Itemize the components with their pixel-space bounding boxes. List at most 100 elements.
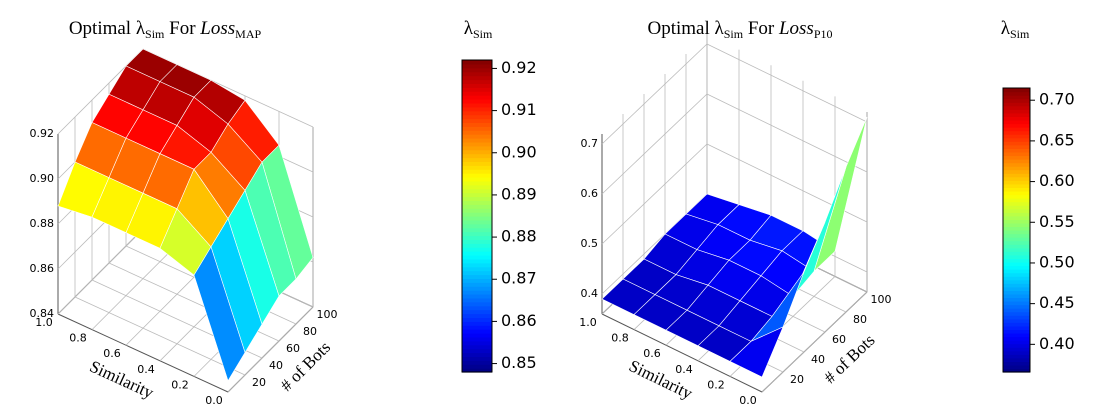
colorbar-tick-label: 0.91 [501,100,537,119]
grid-line [57,228,144,315]
x-tick-label: 0.4 [137,363,155,376]
colorbar-cell [462,161,492,166]
colorbar-cell [462,60,492,65]
colorbar-cell [462,196,492,201]
text-segment: λ [1001,18,1011,39]
colorbar-cell [1003,105,1030,110]
colorbar-cell [1003,141,1030,146]
colorbar-cell [462,169,492,174]
colorbar-cell [462,83,492,88]
colorbar-cell [462,118,492,123]
z-tick-label: 0.90 [30,172,55,185]
colorbar-cell [462,153,492,159]
grid-line [601,93,708,195]
colorbar-cell [1003,155,1030,160]
y-tick-label: 60 [832,333,846,346]
colorbar-cell [462,223,492,229]
colorbar-cell [462,344,492,350]
z-tick-label: 0.4 [581,287,599,300]
colorbar-cell [462,177,492,182]
grid-line [761,291,868,393]
colorbar-cell [462,165,492,170]
colorbar-cell [1003,162,1030,167]
colorbar-cell [462,208,492,213]
colorbar-cell [1003,293,1030,299]
colorbar-cell [1003,301,1030,306]
x-tick-label: 0.2 [171,378,189,391]
colorbar-cell [1003,173,1030,178]
y-tick-label: 60 [286,342,300,355]
colorbar-cell [462,67,492,73]
colorbar-cell [1003,187,1030,192]
colorbar-tick-label: 0.70 [1039,90,1075,109]
colorbar-cell [462,251,492,256]
grid-line [74,296,246,376]
colorbar-cell [1003,194,1030,199]
text-segment: Loss [778,18,814,39]
colorbar-tick-label: 0.90 [501,142,537,161]
colorbar-cell [462,247,492,252]
colorbar-cell [462,274,492,279]
colorbar-cell [1003,350,1030,355]
colorbar-cell [1003,208,1030,213]
colorbar-cell [1003,297,1030,302]
colorbar-cell [1003,88,1030,93]
surface-patch [729,326,784,378]
colorbar-cell [462,157,492,162]
surface-patch [193,246,246,382]
colorbar-tick-label: 0.87 [501,269,537,288]
colorbar-cell [462,317,492,322]
colorbar-cell [462,340,492,346]
z-tick-label: 0.88 [30,217,55,230]
colorbar-cell [1003,272,1030,277]
z-tick-label: 0.5 [581,237,599,250]
colorbar-cell [462,106,492,112]
colorbar-cell [462,231,492,237]
colorbar-cell [462,138,492,143]
colorbar-cell [462,216,492,221]
colorbar-tick-label: 0.85 [501,353,537,372]
colorbar-cell [462,286,492,291]
axis-line [601,313,763,393]
text-segment: MAP [235,27,261,41]
colorbar-cell [1003,134,1030,139]
text-segment: Sim [724,27,744,41]
y-tick-label: 100 [871,293,892,306]
colorbar-cell [462,290,492,295]
colorbar-cell [462,282,492,287]
colorbar-cell [1003,354,1030,359]
y-tick-label: 20 [790,373,804,386]
colorbar-tick-label: 0.92 [501,58,537,77]
colorbar-cell [462,192,492,198]
colorbar-cell [462,321,492,326]
colorbar-cell [1003,269,1030,274]
y-tick-label: 80 [303,325,317,338]
colorbar-cell [462,102,492,108]
z-tick-label: 0.7 [581,137,599,150]
colorbar-cell [462,204,492,209]
colorbar-cell [1003,276,1030,281]
x-tick-label: 0.8 [611,332,629,345]
colorbar-cell [462,79,492,84]
colorbar-cell [462,184,492,190]
colorbar-cell [1003,325,1030,330]
colorbar-tick-label: 0.86 [501,311,537,330]
colorbar-cell [1003,176,1030,181]
colorbar-cell [1003,130,1030,135]
colorbar-cell [1003,254,1030,259]
colorbar-cell [1003,123,1030,128]
colorbar-cell [1003,265,1030,270]
colorbar-cell [1003,244,1030,249]
colorbar-cell [1003,283,1030,288]
colorbar-tick-label: 0.45 [1039,293,1075,312]
colorbar-cell [462,239,492,244]
colorbar-cell [1003,336,1030,341]
colorbar-cell [462,200,492,205]
grid-line [601,43,708,145]
colorbar-cell [1003,332,1030,338]
y-tick-label: 40 [811,353,825,366]
colorbar-cell [1003,237,1030,242]
colorbar-cell [462,278,492,283]
colorbar-cell [462,63,492,69]
